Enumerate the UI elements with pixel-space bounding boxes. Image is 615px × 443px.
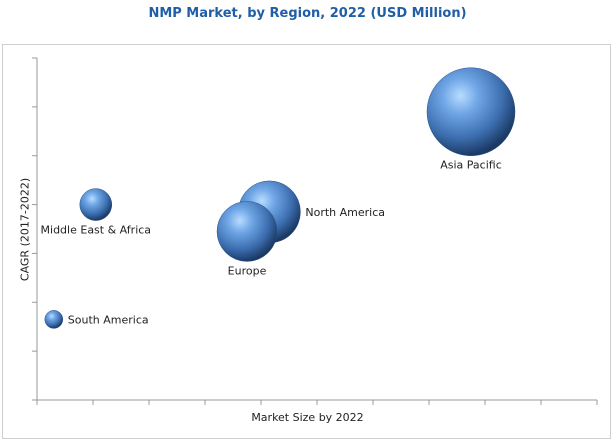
bubbles [44,67,516,329]
bubble-europe [216,201,278,262]
axes [32,57,598,405]
chart-title: NMP Market, by Region, 2022 (USD Million… [148,6,467,21]
bubble-label-europe: Europe [228,264,267,277]
bubble-middle-east-africa [79,188,113,221]
bubble-labels: Asia Pacific North America Europe Middle Ea… [41,159,502,327]
bubble-asia-pacific [426,67,516,156]
bubble-label-asia-pacific: Asia Pacific [440,159,502,172]
bubble-label-north-america: North America [305,206,385,219]
bubble-label-south-america: South America [68,313,149,326]
bubble-label-middle-east-africa: Middle East & Africa [41,224,152,237]
bubble-south-america [44,310,64,329]
x-axis-label: Market Size by 2022 [251,411,364,424]
